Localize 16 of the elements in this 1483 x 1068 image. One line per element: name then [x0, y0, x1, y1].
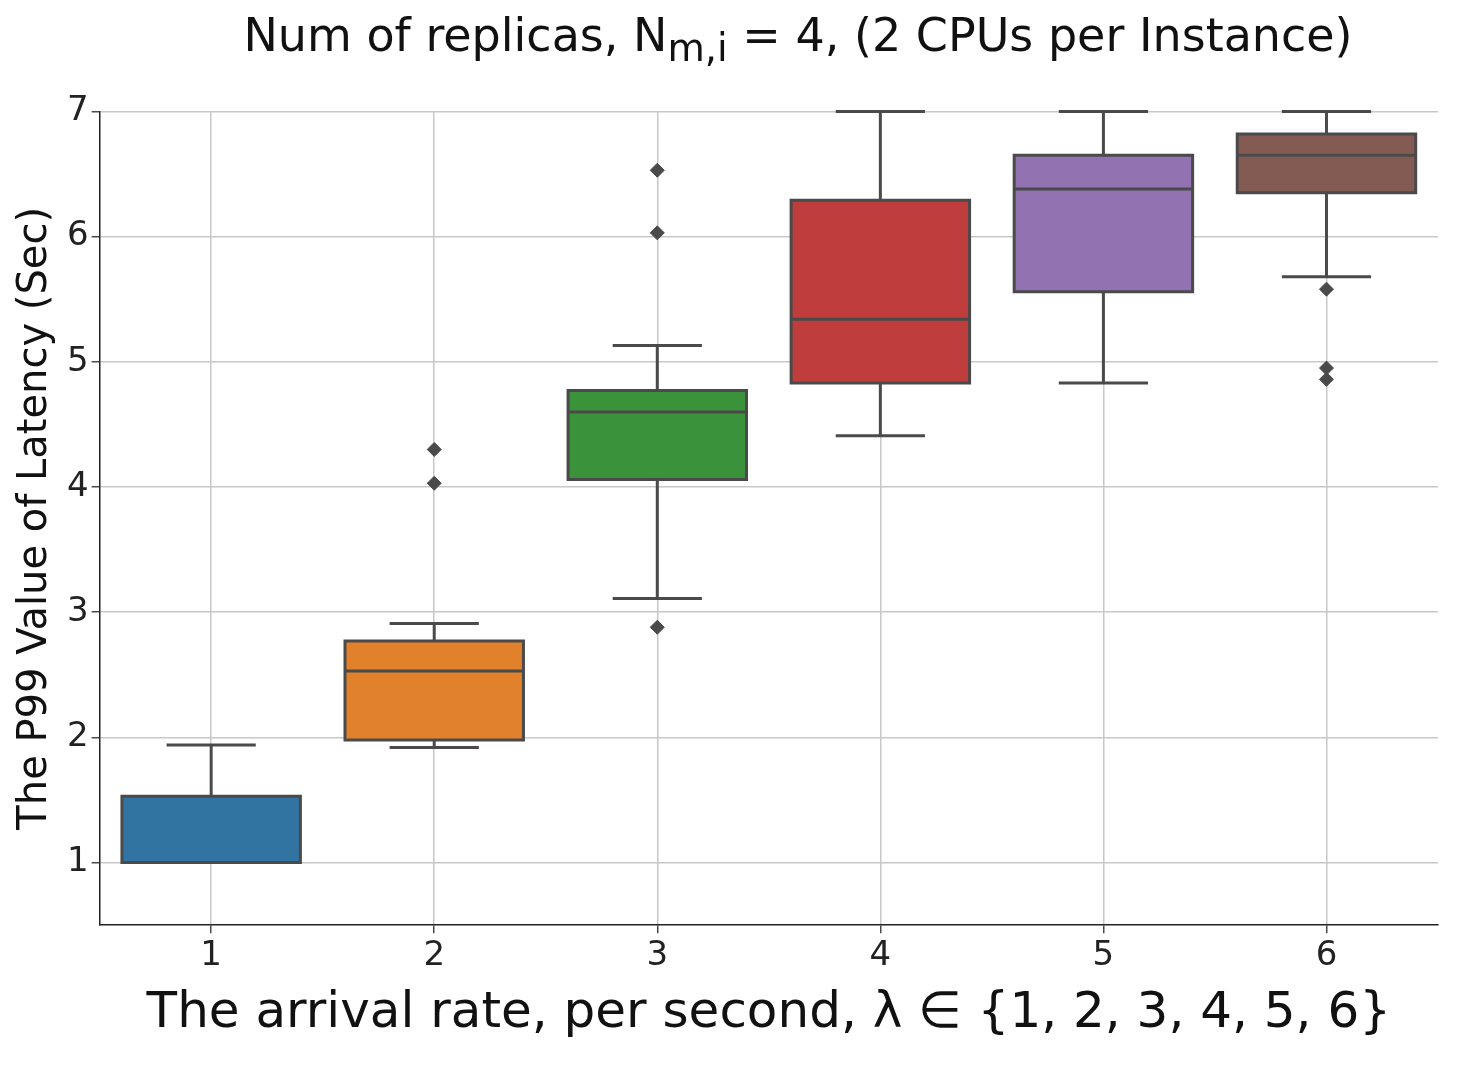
- y-tick-label: 1: [66, 839, 89, 880]
- y-tick-label: 2: [66, 714, 89, 755]
- chart-title: Num of replicas, N$_{m,i}$ = 4, (2 CPUs per Instance): [242, 8, 1354, 73]
- x-axis-title: The arrival rate, per second, λ ∈ {1, 2, 3, 4, 5, 6}: [145, 980, 1392, 1039]
- y-tick-label: 5: [66, 338, 89, 379]
- y-axis-title: The P99 Value of Latency (Sec): [9, 206, 56, 831]
- x-tick-label: 1: [200, 933, 222, 974]
- y-tick-label: 6: [66, 213, 89, 254]
- y-tick-label: 4: [66, 463, 89, 504]
- y-tick-label: 3: [66, 589, 89, 630]
- x-tick-label: 5: [1092, 933, 1115, 974]
- y-tick-label: 7: [66, 88, 89, 129]
- x-tick-label: 3: [646, 933, 669, 974]
- x-tick-label: 2: [423, 933, 446, 974]
- x-tick-label: 4: [869, 933, 892, 974]
- x-tick-label: 6: [1315, 933, 1338, 974]
